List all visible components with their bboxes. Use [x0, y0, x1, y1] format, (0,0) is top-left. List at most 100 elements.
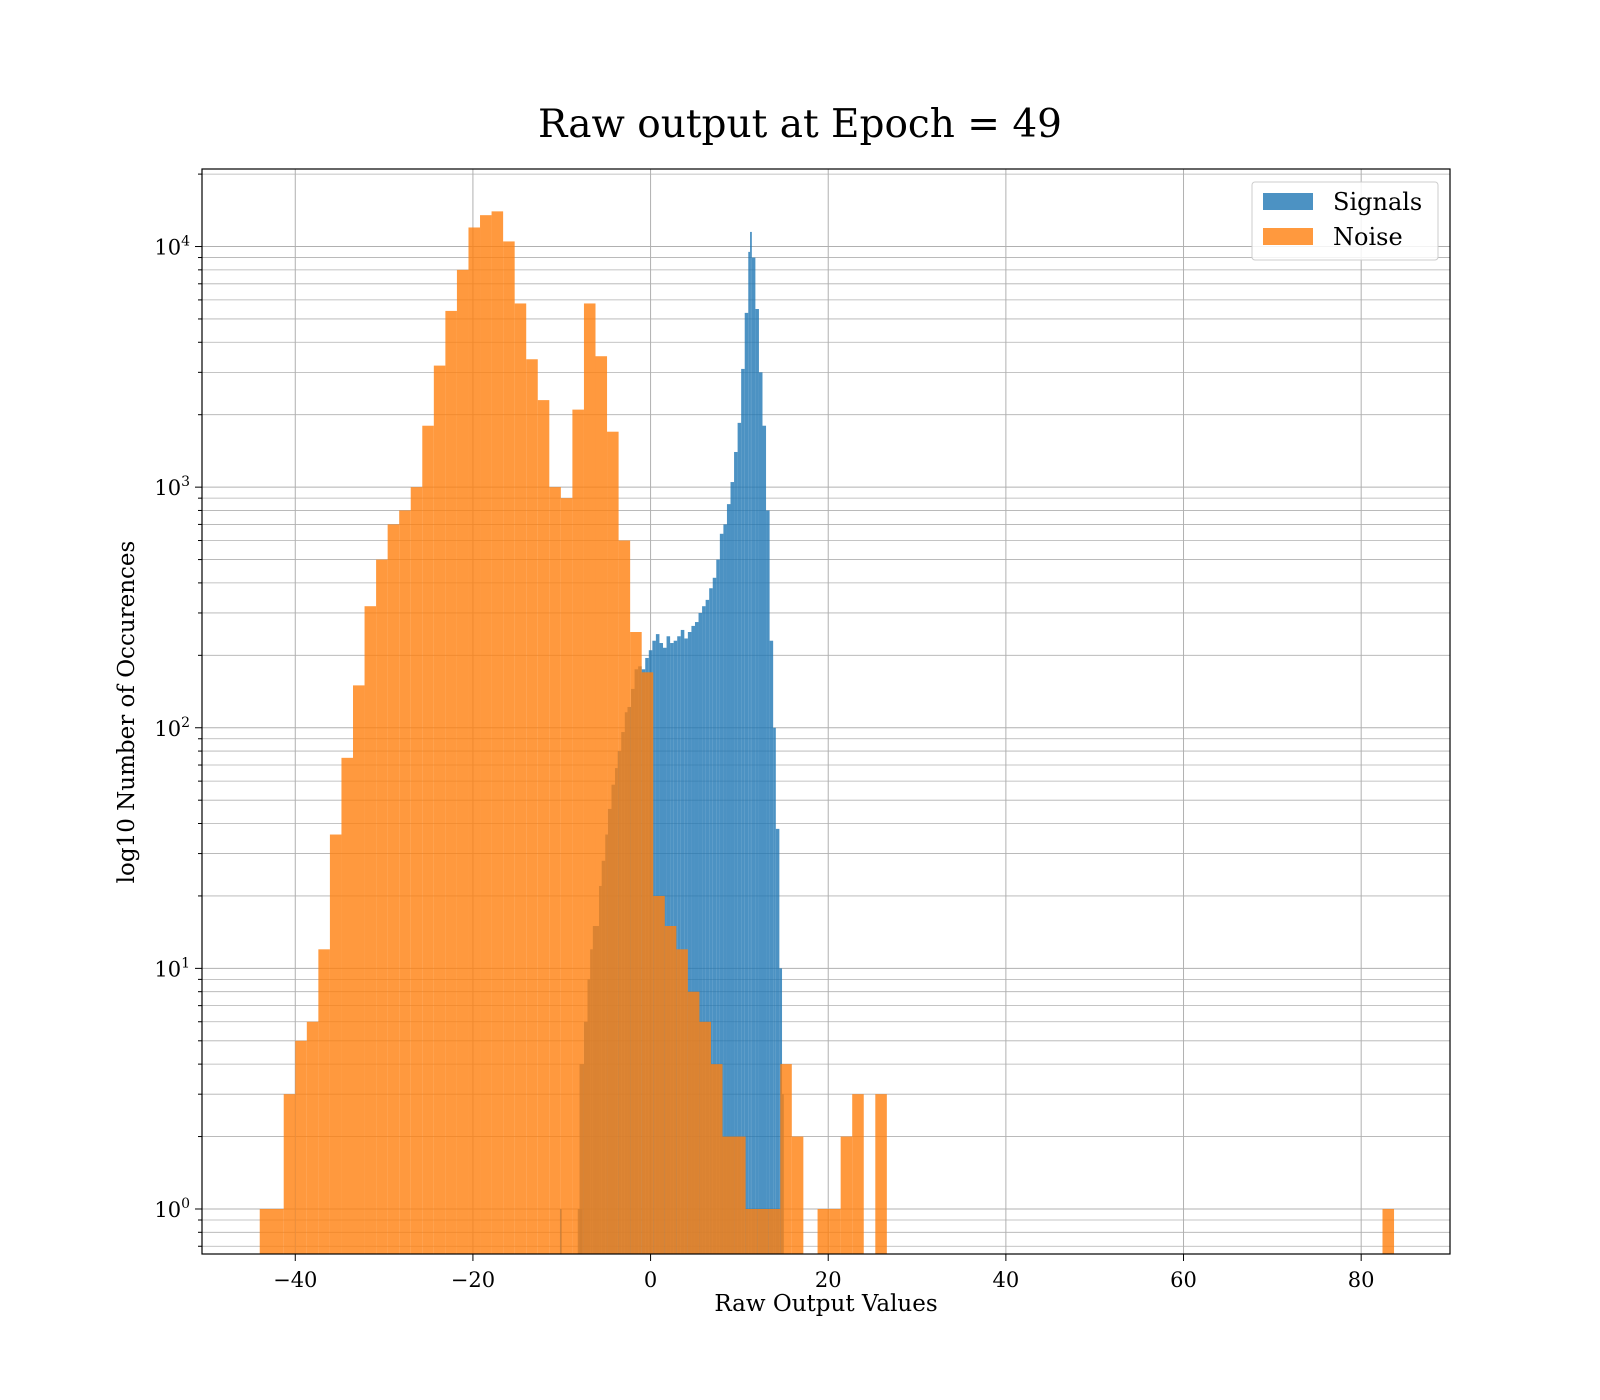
bar-noise [595, 356, 608, 1254]
bar-signals [705, 599, 710, 1254]
bar-noise [734, 1136, 746, 1254]
bar-signals [716, 559, 720, 1254]
bar-noise [468, 227, 481, 1254]
bar-noise [607, 431, 619, 1255]
bar-noise [676, 949, 688, 1254]
bar-noise [445, 310, 457, 1254]
bar-signals [758, 372, 763, 1254]
bar-noise [745, 1208, 758, 1254]
bar-signals [680, 629, 685, 1254]
legend-swatch-signals [1263, 193, 1313, 210]
bar-signals [773, 727, 776, 1254]
bar-noise [537, 400, 550, 1254]
bar-signals [702, 606, 706, 1254]
bar-noise [768, 1208, 781, 1254]
y-tick-label: 100 [154, 1196, 190, 1222]
bar-noise [526, 359, 538, 1254]
bar-signals [691, 625, 695, 1254]
bar-noise [560, 498, 573, 1255]
bar-noise [641, 672, 654, 1254]
legend: Signals Noise [1251, 181, 1439, 261]
bar-noise [306, 1021, 319, 1254]
axis-ticks: −40 −20 0 20 40 60 80 100 101 102 103 104 [154, 173, 1375, 1292]
bar-noise [410, 487, 423, 1254]
bar-noise [653, 895, 665, 1254]
bar-signals [730, 482, 735, 1254]
x-axis-label: Raw Output Values [714, 1291, 937, 1317]
y-tick-label: 104 [154, 234, 190, 260]
bar-noise [618, 540, 631, 1254]
bar-noise [387, 524, 400, 1254]
bar-signals [684, 638, 688, 1254]
bar-noise [572, 409, 584, 1254]
bar-noise [840, 1136, 853, 1254]
bar-signals [762, 425, 767, 1255]
legend-label-noise: Noise [1333, 223, 1403, 251]
bar-noise [399, 510, 411, 1255]
bar-signals [687, 632, 692, 1254]
bar-noise [480, 215, 492, 1254]
bar-noise [630, 632, 642, 1254]
bar-noise [722, 1136, 735, 1254]
bar-signals [741, 368, 745, 1254]
bar-noise [791, 1136, 804, 1254]
legend-label-signals: Signals [1333, 188, 1422, 216]
bar-noise [503, 241, 515, 1254]
bar-signals [751, 257, 756, 1255]
bar-noise [875, 1094, 887, 1254]
y-tick-label: 101 [154, 955, 190, 981]
bar-noise [687, 991, 700, 1254]
x-tick-label: 20 [815, 1268, 842, 1292]
bar-noise [710, 1064, 723, 1254]
bar-noise [376, 559, 388, 1254]
bar-noise [829, 1208, 841, 1254]
bar-noise [422, 425, 434, 1255]
bar-noise [364, 606, 377, 1254]
bar-noise [1382, 1208, 1395, 1254]
bar-noise [283, 1094, 296, 1254]
legend-swatch-noise [1263, 228, 1313, 245]
y-axis-label: log10 Number of Occurences [114, 541, 140, 884]
bar-noise [699, 1021, 711, 1254]
bar-signals [694, 622, 699, 1254]
plot-frame [201, 168, 1451, 1255]
bar-signals [748, 251, 751, 1254]
chart-title: Raw output at Epoch = 49 [537, 102, 1062, 147]
bar-noise [583, 303, 596, 1254]
bar-signals [755, 309, 759, 1254]
bar-signals [744, 312, 749, 1254]
bar-noise [817, 1208, 830, 1254]
bar-noise [456, 269, 469, 1255]
bar-signals [709, 588, 713, 1254]
bar-noise [852, 1094, 864, 1254]
x-tick-label: −20 [451, 1268, 495, 1292]
bar-noise [780, 1064, 792, 1254]
bar-signals [734, 451, 738, 1254]
bar-noise [341, 757, 354, 1254]
x-tick-label: 0 [644, 1268, 657, 1292]
histogram-bars [259, 211, 1395, 1255]
bar-noise [433, 365, 446, 1255]
bar-signals [698, 612, 703, 1254]
bar-noise [353, 685, 365, 1254]
bar-signals [737, 422, 742, 1254]
bar-noise [757, 1208, 769, 1254]
bar-noise [664, 926, 677, 1254]
bar-noise [295, 1040, 307, 1254]
bar-signals [712, 577, 717, 1254]
bar-signals [719, 533, 724, 1254]
y-tick-label: 102 [154, 715, 190, 741]
x-tick-label: 80 [1348, 1268, 1375, 1292]
bar-noise [329, 834, 342, 1254]
bar-signals [750, 231, 752, 1254]
bar-signals [769, 640, 774, 1254]
y-tick-label: 103 [154, 474, 190, 500]
bar-noise [549, 487, 561, 1254]
bar-noise [259, 1208, 284, 1254]
bar-noise [514, 303, 527, 1254]
bar-noise [491, 211, 504, 1255]
bar-signals [766, 510, 770, 1255]
bar-signals [775, 828, 780, 1254]
bar-signals [677, 636, 681, 1254]
